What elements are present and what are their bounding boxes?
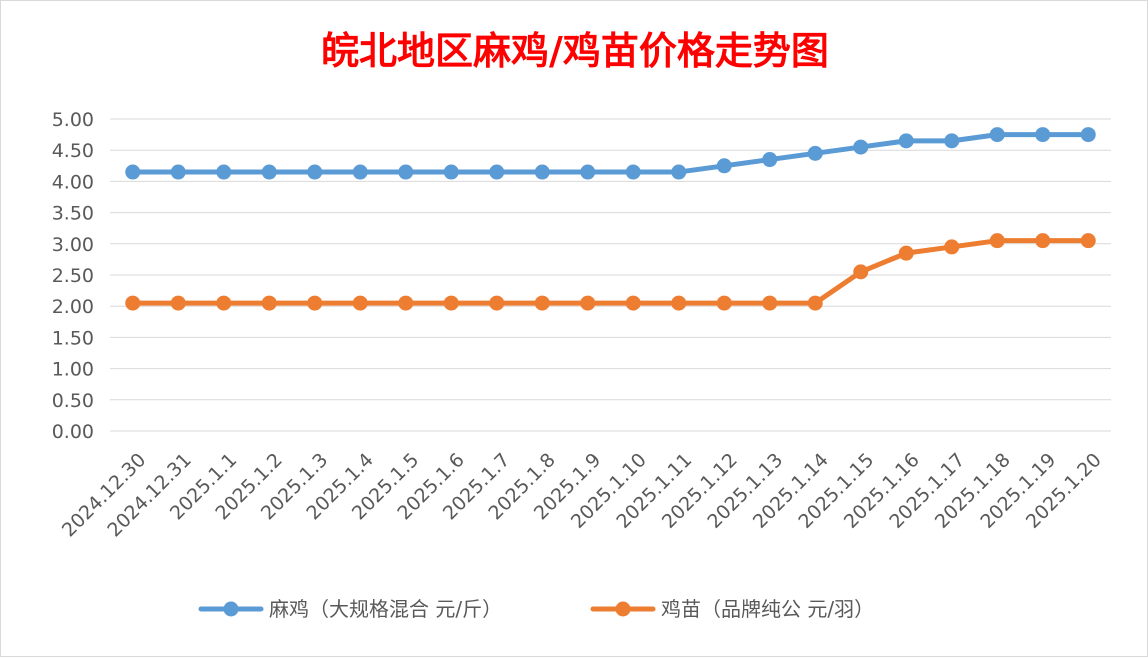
data-point (398, 295, 414, 311)
data-point (352, 295, 368, 311)
y-axis: 0.00 0.50 1.00 1.50 2.00 2.50 3.00 3.50 4.00 4.50… (52, 109, 94, 443)
y-tick-label: 5.00 (52, 109, 94, 131)
legend-marker (223, 601, 239, 617)
series-line (130, 132, 1091, 175)
y-tick-label: 1.50 (52, 327, 94, 349)
legend-item-2: 鸡苗（品牌纯公 元/羽） (590, 597, 874, 621)
y-tick-label: 2.50 (52, 265, 94, 287)
data-point (125, 164, 141, 180)
data-point (1080, 233, 1096, 249)
data-point (261, 164, 277, 180)
data-point (898, 133, 914, 149)
data-point (625, 164, 641, 180)
gridlines (110, 118, 1111, 432)
data-point (307, 295, 323, 311)
series-line (130, 238, 1091, 306)
data-point (853, 264, 869, 280)
data-point (580, 295, 596, 311)
data-point (580, 164, 596, 180)
series-1 (125, 127, 1096, 180)
data-point (443, 295, 459, 311)
data-point (170, 164, 186, 180)
data-point (307, 164, 323, 180)
legend-label: 鸡苗（品牌纯公 元/羽） (661, 597, 874, 621)
y-tick-label: 2.00 (52, 296, 94, 318)
data-point (807, 145, 823, 161)
data-point (261, 295, 277, 311)
data-point (762, 152, 778, 168)
data-point (1080, 127, 1096, 143)
data-point (489, 295, 505, 311)
data-point (398, 164, 414, 180)
data-point (716, 295, 732, 311)
y-tick-label: 1.00 (52, 359, 94, 381)
legend-item-1: 麻鸡（大规格混合 元/斤） (198, 597, 502, 621)
data-point (989, 127, 1005, 143)
data-point (625, 295, 641, 311)
legend: 麻鸡（大规格混合 元/斤） 鸡苗（品牌纯公 元/羽） (198, 597, 874, 621)
data-point (489, 164, 505, 180)
data-point (944, 133, 960, 149)
x-axis: 2024.12.302024.12.312025.1.12025.1.22025… (58, 449, 1106, 541)
data-point (989, 233, 1005, 249)
data-point (534, 295, 550, 311)
data-point (1035, 233, 1051, 249)
data-point (716, 158, 732, 174)
data-point (762, 295, 778, 311)
data-point (170, 295, 186, 311)
y-tick-label: 4.50 (52, 140, 94, 162)
data-point (671, 164, 687, 180)
data-point (216, 295, 232, 311)
data-point (443, 164, 459, 180)
y-tick-label: 0.50 (52, 390, 94, 412)
y-tick-label: 3.00 (52, 234, 94, 256)
y-tick-label: 4.00 (52, 171, 94, 193)
y-tick-label: 3.50 (52, 203, 94, 225)
legend-marker (615, 601, 631, 617)
data-point (853, 139, 869, 155)
series-2 (125, 233, 1096, 311)
series-layer (125, 127, 1096, 311)
data-point (898, 245, 914, 261)
data-point (216, 164, 232, 180)
data-point (125, 295, 141, 311)
data-point (534, 164, 550, 180)
data-point (1035, 127, 1051, 143)
legend-label: 麻鸡（大规格混合 元/斤） (269, 597, 502, 621)
data-point (671, 295, 687, 311)
data-point (807, 295, 823, 311)
y-tick-label: 0.00 (52, 421, 94, 443)
data-point (944, 239, 960, 255)
data-point (352, 164, 368, 180)
chart-title: 皖北地区麻鸡/鸡苗价格走势图 (321, 28, 829, 73)
